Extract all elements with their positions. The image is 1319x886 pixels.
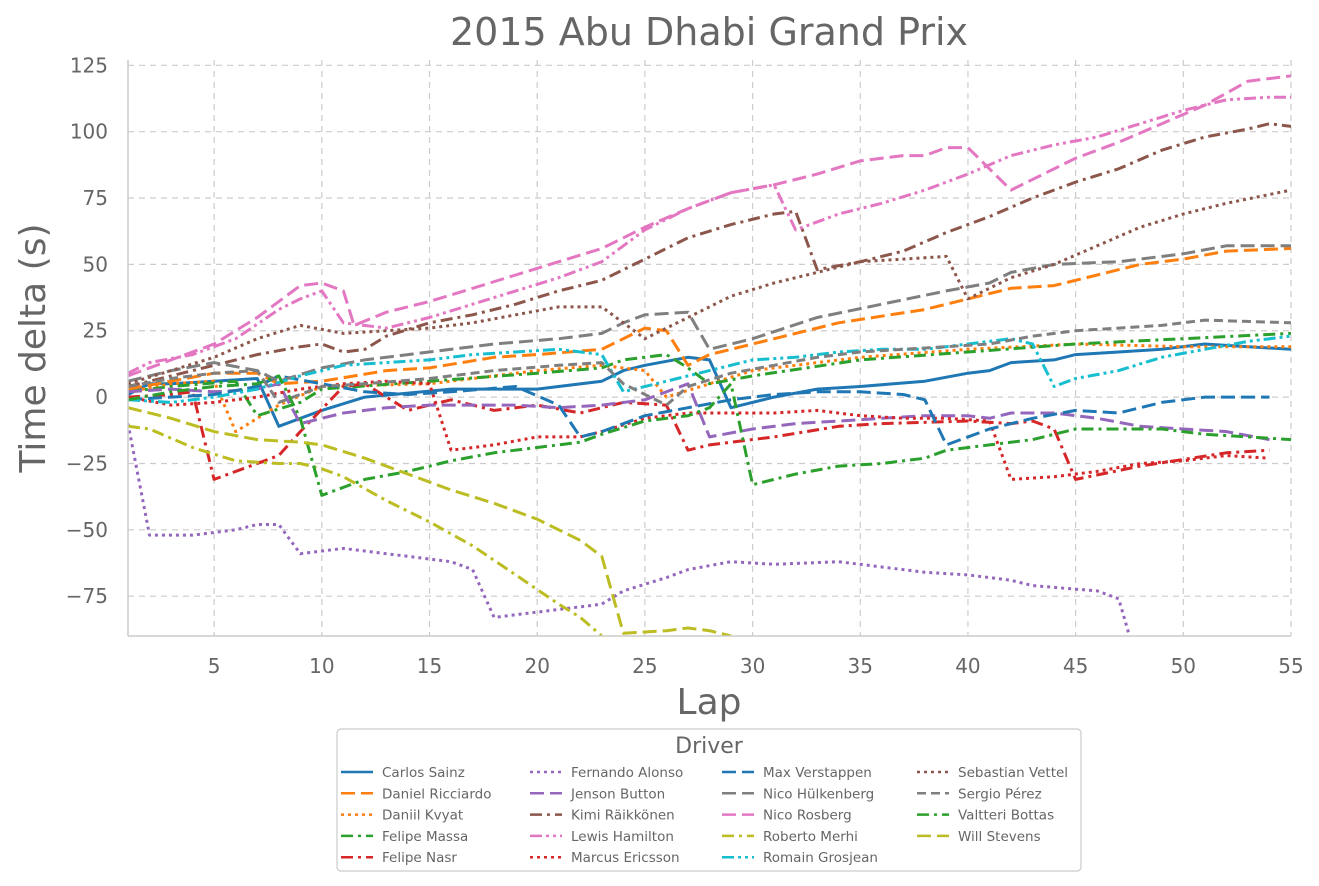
legend-label-felipe-nasr: Felipe Nasr <box>382 850 457 866</box>
series-line-nico-rosberg <box>128 74 1291 378</box>
legend-label-felipe-massa: Felipe Massa <box>382 829 468 845</box>
series-line-kimi-raikkonen <box>128 122 1291 388</box>
legend-label-lewis-hamilton: Lewis Hamilton <box>571 829 674 845</box>
legend-label-nico-rosberg: Nico Rosberg <box>763 808 852 824</box>
series-line-romain-grosjean <box>128 334 1291 404</box>
legend-label-daniel-ricciardo: Daniel Ricciardo <box>382 786 491 802</box>
legend-label-will-stevens: Will Stevens <box>958 829 1041 845</box>
x-tick-label: 45 <box>1063 654 1088 678</box>
series-line-will-stevens <box>128 406 732 636</box>
legend-box <box>336 728 1082 872</box>
x-tick-label: 35 <box>848 654 873 678</box>
legend-label-marcus-ericsson: Marcus Ericsson <box>571 850 680 866</box>
legend-label-jenson-button: Jenson Button <box>570 786 665 802</box>
series-layer <box>128 74 1291 636</box>
y-tick-label: −50 <box>66 518 108 542</box>
legend-label-daniil-kvyat: Daniil Kvyat <box>382 808 463 824</box>
legend-title: Driver <box>675 734 744 759</box>
x-tick-label: 25 <box>632 654 657 678</box>
y-tick-label: 25 <box>83 319 108 343</box>
grid <box>128 60 1292 636</box>
series-line-sebastian-vettel <box>128 188 1291 386</box>
y-axis-label: Time delta (s) <box>13 223 54 473</box>
series-line-max-verstappen <box>128 374 1270 447</box>
legend: Driver Carlos Sainz Daniel Ricciardo Danii… <box>336 728 1082 872</box>
x-tick-label: 55 <box>1278 654 1303 678</box>
y-tick-label: 75 <box>83 186 108 210</box>
series-line-felipe-massa <box>128 331 1291 418</box>
y-tick-label: 0 <box>95 385 108 409</box>
y-tick-label: 125 <box>70 53 108 77</box>
x-axis-label: Lap <box>677 682 742 723</box>
series-line-carlos-sainz <box>128 342 1291 428</box>
series-line-daniel-ricciardo <box>128 247 1291 391</box>
y-tick-label: −75 <box>66 584 108 608</box>
legend-label-fernando-alonso: Fernando Alonso <box>571 765 683 781</box>
x-tick-label: 40 <box>955 654 980 678</box>
legend-items: Carlos Sainz Daniel Ricciardo Daniil Kvyat… <box>341 765 1068 866</box>
legend-label-roberto-merhi: Roberto Merhi <box>763 829 858 845</box>
y-tick-label: 50 <box>83 252 108 276</box>
series-line-fernando-alonso <box>128 423 1131 636</box>
x-tick-label: 15 <box>417 654 442 678</box>
series-line-daniil-kvyat <box>128 342 1291 434</box>
series-line-lewis-hamilton <box>128 95 1291 375</box>
legend-label-sergio-perez: Sergio Pérez <box>958 786 1042 802</box>
chart-title: 2015 Abu Dhabi Grand Prix <box>450 10 968 54</box>
legend-label-romain-grosjean: Romain Grosjean <box>763 850 878 866</box>
x-tick-label: 5 <box>208 654 221 678</box>
legend-label-sebastian-vettel: Sebastian Vettel <box>958 765 1068 781</box>
y-tick-label: 100 <box>70 120 108 144</box>
y-tick-label: −25 <box>66 451 108 475</box>
series-line-roberto-merhi <box>128 424 603 636</box>
x-tick-label: 10 <box>309 654 334 678</box>
x-ticks: 5 10 15 20 25 30 35 40 45 50 55 <box>208 654 1304 678</box>
legend-label-max-verstappen: Max Verstappen <box>763 765 872 781</box>
series-line-jenson-button <box>128 382 1270 442</box>
legend-label-kimi-raikkonen: Kimi Räikkönen <box>571 808 675 824</box>
series-line-sergio-perez <box>128 318 1291 407</box>
legend-label-valtteri-bottas: Valtteri Bottas <box>958 808 1054 824</box>
series-line-felipe-nasr <box>128 382 1270 481</box>
x-tick-label: 20 <box>524 654 549 678</box>
x-tick-label: 30 <box>740 654 765 678</box>
legend-label-carlos-sainz: Carlos Sainz <box>382 765 465 781</box>
y-ticks: −75 −50 −25 0 25 50 75 100 125 <box>66 53 108 608</box>
legend-label-nico-hulkenberg: Nico Hülkenberg <box>763 786 874 802</box>
x-tick-label: 50 <box>1171 654 1196 678</box>
series-line-valtteri-bottas <box>128 374 1291 497</box>
